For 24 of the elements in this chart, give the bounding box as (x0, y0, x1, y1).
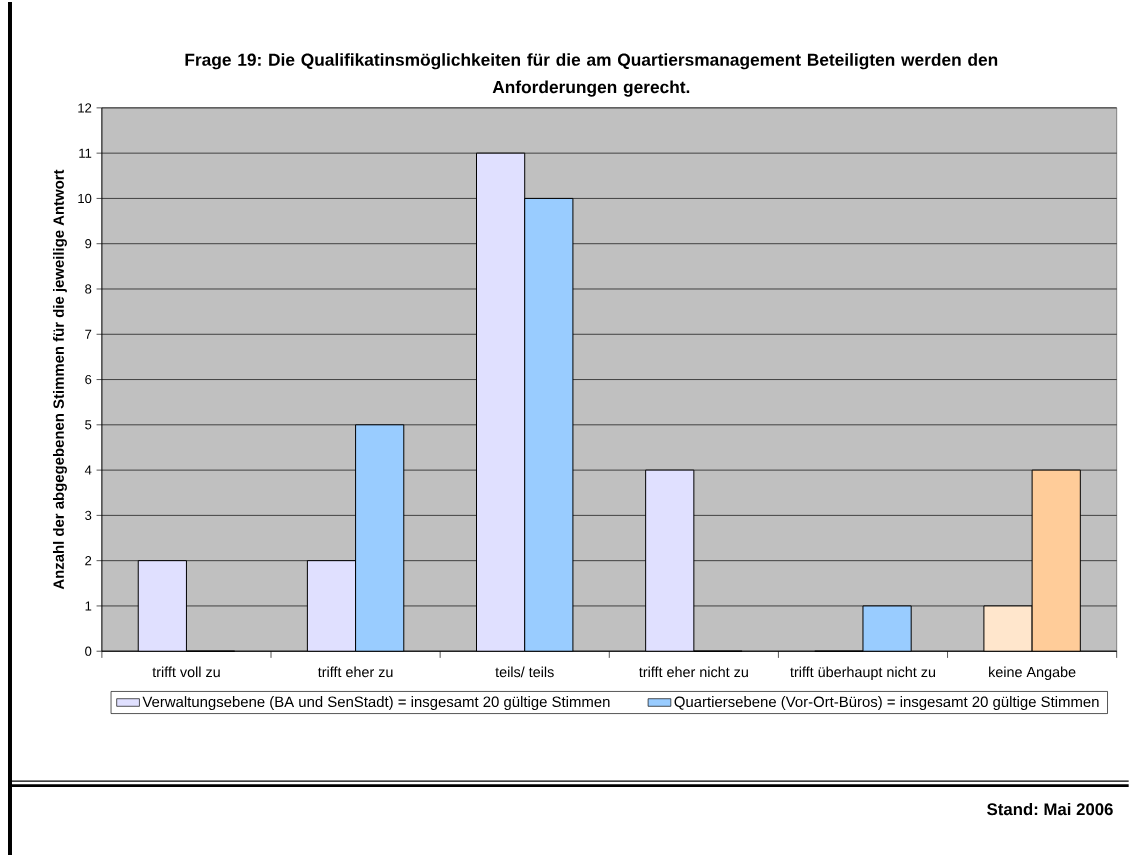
y-axis-title: Anzahl der abgegebenen Stimmen für die jeweilige Antwort (52, 169, 67, 590)
y-tick-label: 4 (84, 465, 92, 475)
legend-label: Quartiersebene (Vor-Ort-Büros) = insgesamt 20 gültige Stimmen (674, 696, 1099, 710)
y-tick-label: 2 (85, 556, 92, 566)
y-tick-label: 6 (85, 374, 92, 385)
y-tick-label: 3 (85, 510, 92, 521)
y-tick-label: 12 (78, 103, 92, 113)
y-tick-label: 9 (85, 239, 92, 249)
x-tick-label: trifft überhaupt nicht zu (790, 666, 936, 680)
x-tick-label: teils/ teils (495, 666, 554, 678)
y-tick-label: 0 (85, 646, 92, 656)
x-tick-label: keine Angabe (989, 666, 1076, 680)
x-tick-label: trifft eher nicht zu (639, 666, 748, 678)
text: Stand: Mai 2006 (987, 802, 1113, 816)
legend-label: Verwaltungsebene (BA und SenStadt) = insgesamt 20 gültige Stimmen (142, 696, 610, 710)
y-tick-label: 1 (85, 601, 92, 611)
y-tick-label: 11 (79, 148, 92, 158)
y-tick-label: 7 (85, 329, 92, 339)
x-tick-label: trifft voll zu (152, 666, 220, 678)
x-tick-label: trifft eher zu (317, 666, 393, 678)
y-tick-label: 5 (85, 420, 92, 430)
y-tick-label: 8 (85, 284, 92, 294)
chart-title: Frage 19: Die Qualifikatinsmöglichkeiten für die am Quartiersmanagement Beteiligten werden den Anforderungen gerecht. (185, 53, 998, 97)
y-tick-label: 10 (78, 193, 92, 204)
